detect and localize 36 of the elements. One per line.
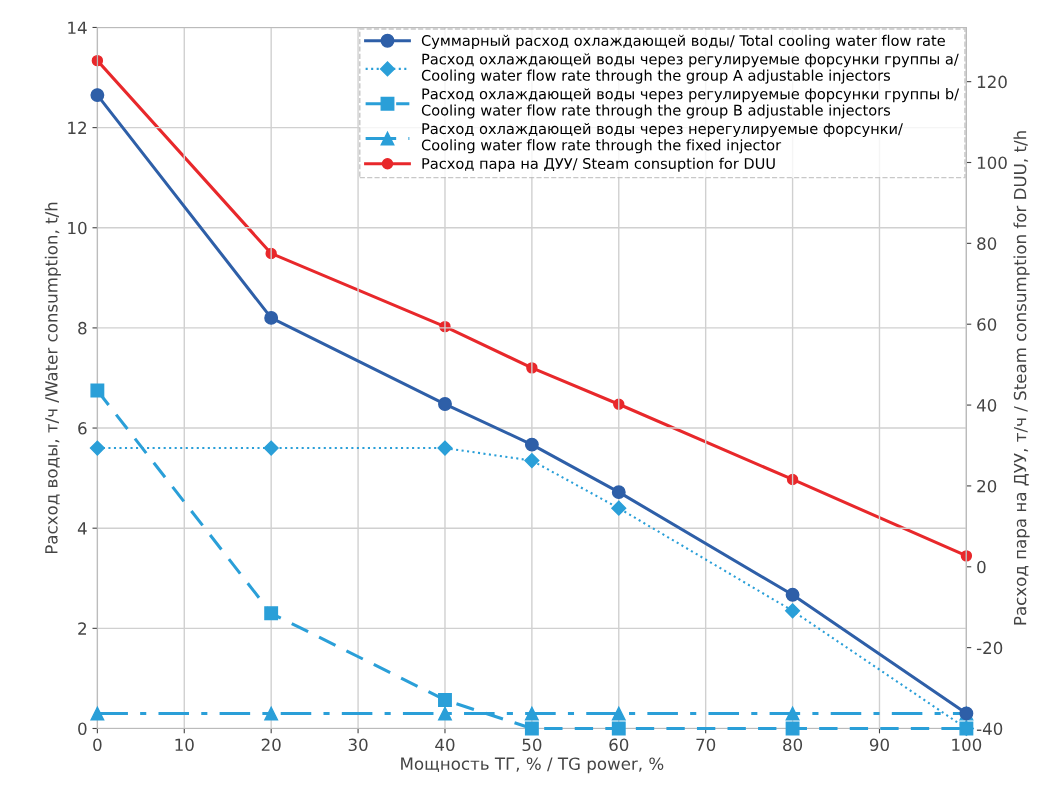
y-tick-label: 6 <box>78 422 87 435</box>
x-tick-label: 10 <box>175 738 194 752</box>
x-tick-label: 60 <box>609 738 629 752</box>
y2-tick-label: -20 <box>976 641 1003 655</box>
x-tick-label: 50 <box>522 738 542 752</box>
x-tick-label: 90 <box>869 738 889 752</box>
x-axis-title: Мощность ТГ, % / TG power, % <box>401 757 664 774</box>
y2-tick-label: 60 <box>977 318 997 331</box>
y2-tick-label: 100 <box>977 156 1007 170</box>
y-tick-label: 14 <box>68 21 87 34</box>
y2-axis-title: Расход пара на ДУУ, т/ч / Steam consumption for DUU, t/h <box>1013 131 1030 625</box>
y2-tick-label: 20 <box>977 479 997 493</box>
legend-label: Расход пара на ДУУ/ Steam consuption for DUU <box>422 157 775 172</box>
y-tick-label: 4 <box>77 522 87 535</box>
legend-label: Суммарный расход охлаждающей воды/ Total cooling water flow rate <box>421 34 945 49</box>
y2-tick-label: 120 <box>977 75 1007 89</box>
legend-label: Расход охлаждающей воды через регулируемые форсунки группы а/ Cooling water flow rate through the group A adjustable injectors <box>421 53 959 84</box>
y-tick-label: 0 <box>78 722 87 736</box>
legend-label: Расход охлаждающей воды через нерегулируемые форсунки/ Cooling water flow rate through the fixed injector <box>421 122 903 154</box>
y2-tick-label: 40 <box>976 399 997 412</box>
x-tick-label: 70 <box>696 738 716 752</box>
y-tick-label: 12 <box>68 121 86 134</box>
y2-tick-label: 80 <box>977 237 997 250</box>
x-tick-label: 40 <box>435 738 455 752</box>
y-tick-label: 8 <box>78 321 87 335</box>
y2-tick-label: -40 <box>976 722 1003 736</box>
x-tick-label: 80 <box>783 738 803 752</box>
y-tick-label: 10 <box>68 221 87 235</box>
x-tick-label: 30 <box>348 738 368 752</box>
legend-label: Расход охлаждающей воды через регулируемые форсунки группы b/ Cooling water flow rate through the group B adjustable injectors <box>421 88 960 119</box>
y-axis-title: Расход воды, т/ч /Water consumption, t/h <box>44 202 61 554</box>
x-tick-label: 0 <box>93 738 102 752</box>
y2-tick-label: 0 <box>977 560 986 574</box>
y-tick-label: 2 <box>78 622 86 635</box>
x-tick-label: 100 <box>952 738 982 752</box>
x-tick-label: 20 <box>261 738 281 752</box>
